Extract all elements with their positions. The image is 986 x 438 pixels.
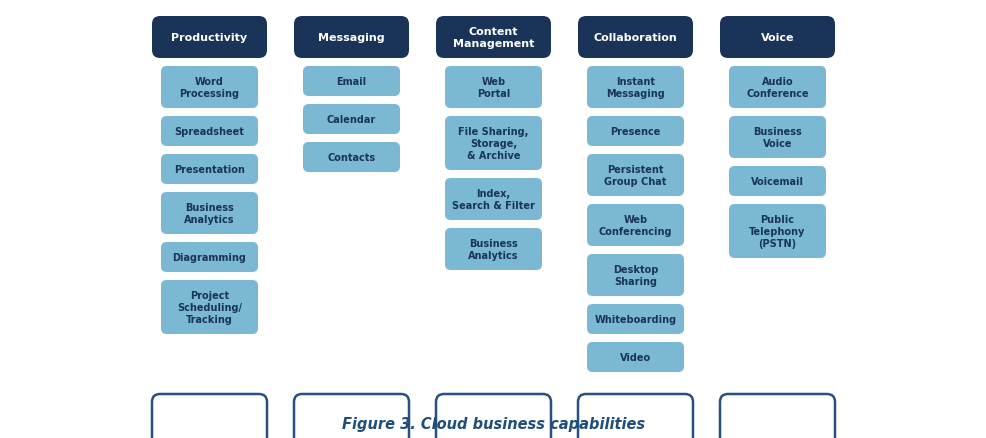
FancyBboxPatch shape: [436, 394, 550, 438]
FancyBboxPatch shape: [161, 280, 257, 334]
Text: Voice: Voice: [760, 33, 794, 43]
Text: Audio
Conference: Audio Conference: [745, 77, 808, 99]
FancyBboxPatch shape: [152, 394, 267, 438]
Text: Content
Management: Content Management: [453, 27, 533, 49]
Text: Business
Analytics: Business Analytics: [184, 203, 235, 224]
Text: File Sharing,
Storage,
& Archive: File Sharing, Storage, & Archive: [458, 127, 528, 160]
Text: Web
Conferencing: Web Conferencing: [599, 215, 671, 236]
Text: Productivity: Productivity: [172, 33, 247, 43]
Text: Calendar: Calendar: [326, 115, 376, 125]
FancyBboxPatch shape: [719, 17, 834, 59]
FancyBboxPatch shape: [587, 254, 683, 297]
FancyBboxPatch shape: [587, 117, 683, 147]
FancyBboxPatch shape: [587, 155, 683, 197]
Text: Video: Video: [619, 352, 651, 362]
Text: Presentation: Presentation: [174, 165, 245, 175]
Text: Business
Voice: Business Voice: [752, 127, 801, 148]
FancyBboxPatch shape: [587, 205, 683, 247]
Text: Word
Processing: Word Processing: [179, 77, 240, 99]
Text: Email: Email: [336, 77, 366, 87]
FancyBboxPatch shape: [729, 205, 825, 258]
Text: Project
Scheduling/
Tracking: Project Scheduling/ Tracking: [176, 291, 242, 324]
FancyBboxPatch shape: [152, 17, 267, 59]
Text: Index,
Search & Filter: Index, Search & Filter: [452, 189, 534, 210]
FancyBboxPatch shape: [719, 394, 834, 438]
FancyBboxPatch shape: [587, 67, 683, 109]
Text: Desktop
Sharing: Desktop Sharing: [612, 265, 658, 286]
FancyBboxPatch shape: [729, 117, 825, 159]
FancyBboxPatch shape: [161, 193, 257, 234]
Text: Instant
Messaging: Instant Messaging: [605, 77, 665, 99]
FancyBboxPatch shape: [587, 342, 683, 372]
FancyBboxPatch shape: [578, 394, 692, 438]
Text: Voicemail: Voicemail: [750, 177, 804, 187]
FancyBboxPatch shape: [445, 179, 541, 220]
FancyBboxPatch shape: [294, 17, 408, 59]
FancyBboxPatch shape: [587, 304, 683, 334]
Text: Persistent
Group Chat: Persistent Group Chat: [603, 165, 666, 187]
FancyBboxPatch shape: [445, 229, 541, 270]
FancyBboxPatch shape: [303, 67, 399, 97]
Text: Spreadsheet: Spreadsheet: [175, 127, 245, 137]
FancyBboxPatch shape: [161, 117, 257, 147]
FancyBboxPatch shape: [436, 17, 550, 59]
Text: Public
Telephony
(PSTN): Public Telephony (PSTN): [748, 215, 805, 248]
FancyBboxPatch shape: [303, 143, 399, 173]
Text: Messaging: Messaging: [317, 33, 385, 43]
FancyBboxPatch shape: [294, 394, 408, 438]
Text: Collaboration: Collaboration: [593, 33, 676, 43]
Text: Diagramming: Diagramming: [173, 252, 246, 262]
FancyBboxPatch shape: [161, 155, 257, 184]
Text: Web
Portal: Web Portal: [476, 77, 510, 99]
Text: Presence: Presence: [609, 127, 660, 137]
Text: Contacts: Contacts: [327, 153, 376, 162]
FancyBboxPatch shape: [729, 67, 825, 109]
FancyBboxPatch shape: [578, 17, 692, 59]
FancyBboxPatch shape: [161, 67, 257, 109]
FancyBboxPatch shape: [445, 67, 541, 109]
Text: Whiteboarding: Whiteboarding: [594, 314, 675, 324]
FancyBboxPatch shape: [729, 166, 825, 197]
Text: Business
Analytics: Business Analytics: [467, 239, 519, 260]
FancyBboxPatch shape: [303, 105, 399, 135]
FancyBboxPatch shape: [445, 117, 541, 171]
FancyBboxPatch shape: [161, 243, 257, 272]
Text: Figure 3. Cloud business capabilities: Figure 3. Cloud business capabilities: [341, 417, 645, 431]
